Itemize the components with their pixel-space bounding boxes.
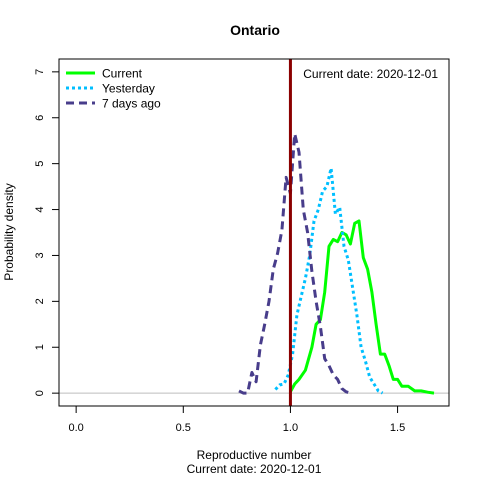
chart-title: Ontario (230, 22, 280, 38)
x-axis-label: Reproductive number (197, 448, 312, 462)
legend-label-7-days-ago: 7 days ago (102, 97, 161, 111)
y-tick-label: 7 (34, 69, 46, 75)
x-tick-label: 0.5 (176, 422, 191, 434)
y-axis-label: Probability density (2, 183, 16, 280)
y-tick-label: 5 (34, 161, 46, 167)
y-tick-label: 3 (34, 252, 46, 258)
series-line-yesterday (274, 166, 384, 395)
y-tick-label: 1 (34, 344, 46, 350)
y-tick-label: 2 (34, 298, 46, 304)
axes-layer: 0.0 0.5 1.0 1.5 0 1 2 3 4 5 6 7 (34, 69, 405, 434)
legend-label-current: Current (102, 67, 143, 81)
legend-label-yesterday: Yesterday (102, 82, 155, 96)
x-tick-label: 0.0 (68, 422, 83, 434)
series-line-7-days-ago (238, 132, 351, 395)
legend: Current Yesterday 7 days ago (66, 67, 161, 111)
x-tick-label: 1.5 (390, 422, 405, 434)
series-line-current (289, 219, 435, 395)
x-tick-label: 1.0 (283, 422, 298, 434)
series-layer (238, 59, 435, 406)
y-tick-label: 0 (34, 390, 46, 396)
plot-frame (58, 58, 450, 407)
x-axis-subtitle: Current date: 2020-12-01 (187, 462, 322, 476)
current-date-annotation: Current date: 2020-12-01 (303, 67, 438, 81)
y-tick-label: 6 (34, 115, 46, 121)
y-tick-label: 4 (34, 206, 46, 212)
